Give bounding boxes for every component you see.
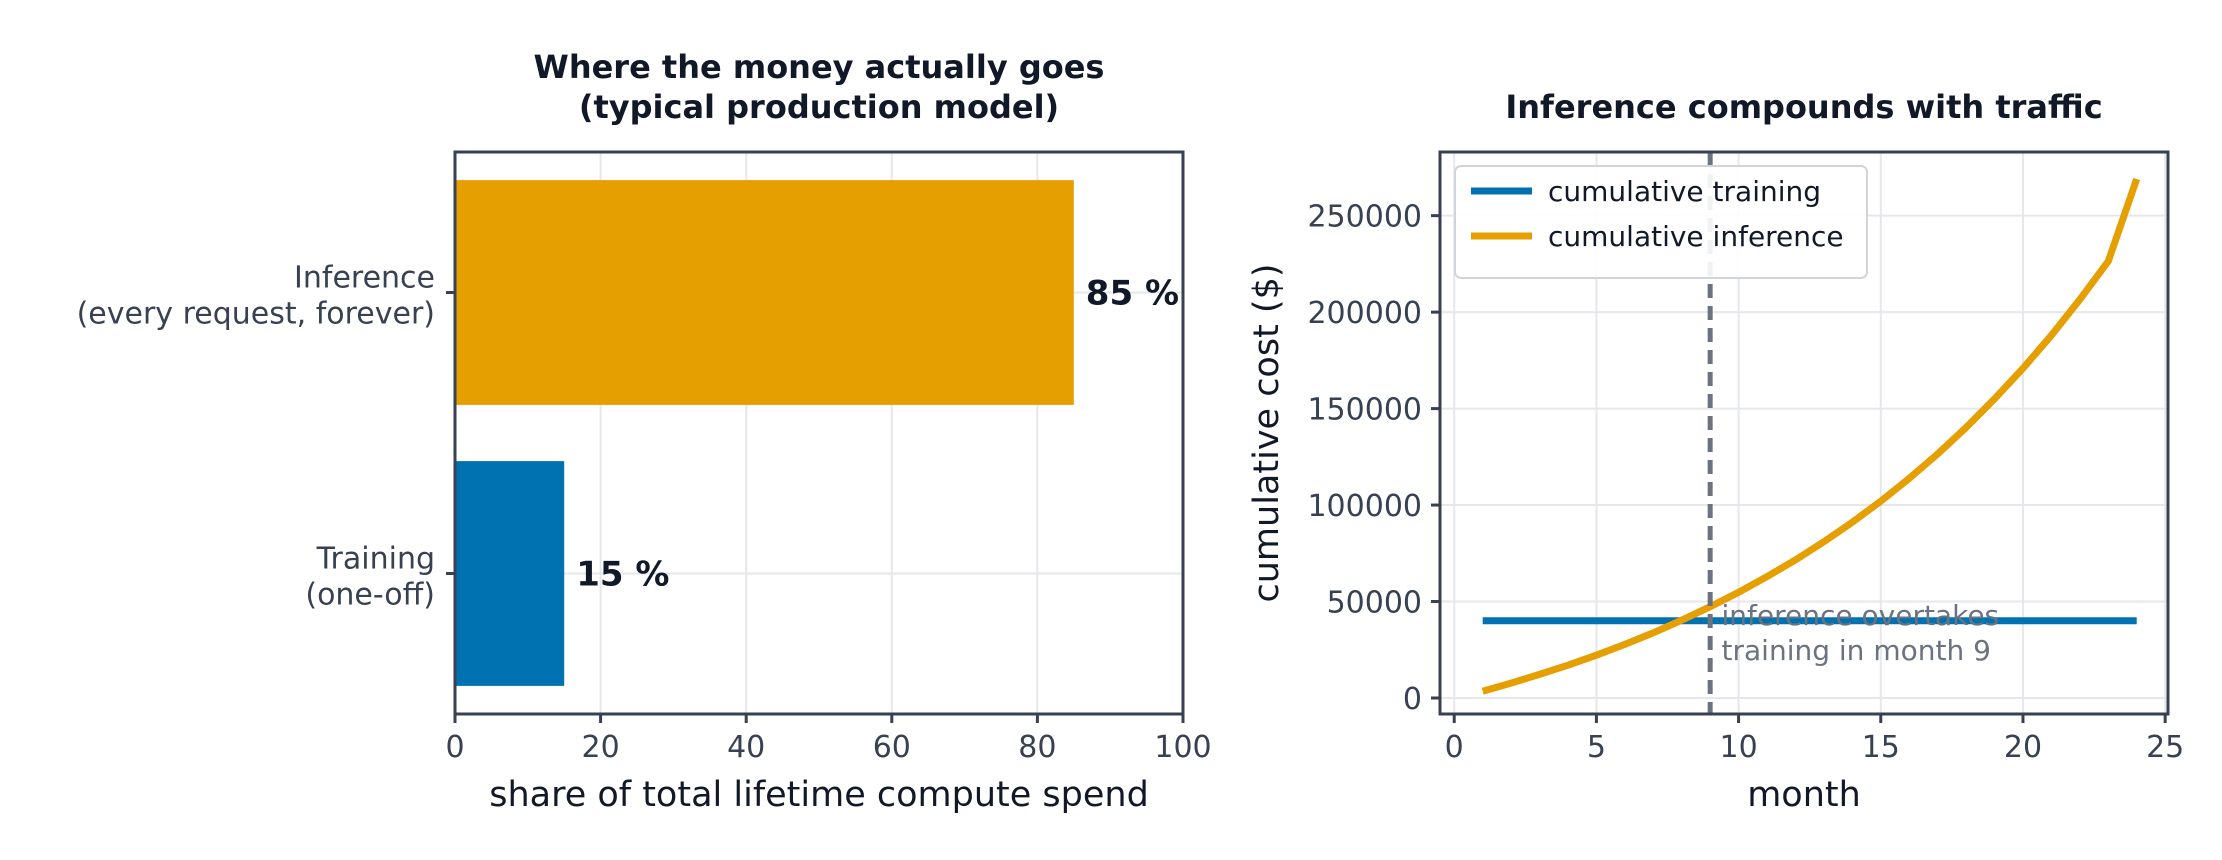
bar [455, 180, 1074, 405]
line-chart-title: Inference compounds with traffic [1505, 88, 2102, 126]
bar-axes-frame [453, 150, 1185, 716]
bar-x-tick-label: 0 [445, 730, 464, 765]
line-x-tick-label: 0 [1445, 730, 1464, 765]
bar-x-tick-label: 20 [582, 730, 620, 765]
line-x-tick-label: 15 [1862, 730, 1900, 765]
line-chart: Inference compounds with traffic inferenc… [1247, 88, 2184, 815]
bar-x-tick-label: 100 [1154, 730, 1211, 765]
bar-chart: Where the money actually goes (typical pr… [77, 48, 1212, 815]
line-x-tick-label: 10 [1720, 730, 1758, 765]
bar-x-axis-label: share of total lifetime compute spend [489, 775, 1149, 815]
line-y-tick-label: 250000 [1307, 200, 1422, 235]
line-x-tick-label: 20 [2004, 730, 2042, 765]
line-axes-frame [1438, 150, 2170, 716]
bar-category-label: Inference (every request, forever) [77, 261, 435, 332]
crossover-annotation: inference overtakes training in month 9 [1722, 599, 2000, 667]
line-y-tick-label: 50000 [1327, 586, 1422, 621]
bar [455, 461, 565, 686]
line-y-tick-label: 150000 [1307, 393, 1422, 428]
bar-x-tick-label: 60 [873, 730, 911, 765]
legend-label: cumulative training [1548, 175, 1821, 208]
line-x-tick-label: 5 [1587, 730, 1606, 765]
bar-category-label: Training (one-off) [305, 542, 435, 613]
bar-value-label: 85 % [1086, 274, 1179, 314]
bar-x-tick-label: 80 [1018, 730, 1056, 765]
line-y-tick-label: 200000 [1307, 296, 1422, 331]
bar-value-label: 15 % [576, 555, 669, 595]
line-x-tick-label: 25 [2146, 730, 2184, 765]
bar-chart-title: Where the money actually goes (typical pr… [534, 48, 1105, 126]
line-y-tick-label: 0 [1403, 682, 1422, 717]
legend-label: cumulative inference [1548, 220, 1844, 253]
series-line-inference [1481, 177, 2141, 695]
legend-box [1454, 165, 1868, 279]
legend: cumulative training cumulative inference [1454, 165, 1868, 279]
line-y-axis-label: cumulative cost ($) [1247, 263, 1287, 602]
bar-x-tick-label: 40 [727, 730, 765, 765]
line-x-axis-label: month [1747, 775, 1861, 815]
line-y-tick-label: 100000 [1307, 489, 1422, 524]
